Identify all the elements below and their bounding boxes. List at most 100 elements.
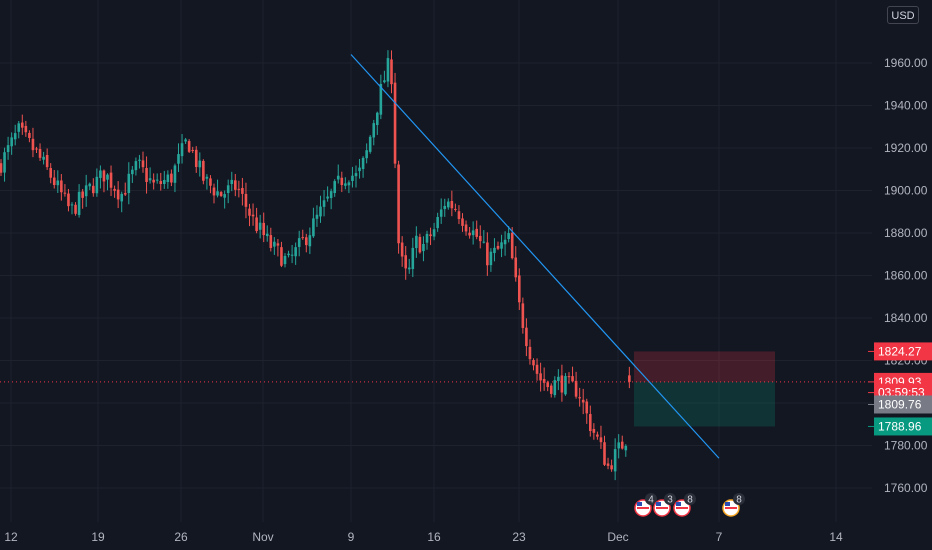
x-tick-label: Nov <box>252 530 273 544</box>
candle-up <box>198 152 202 177</box>
candle-up <box>411 237 415 278</box>
event-badge[interactable]: 8 <box>722 493 745 517</box>
candle-down <box>525 318 528 357</box>
candle-up <box>287 250 290 258</box>
price-tag-label: 1788.96 <box>878 419 922 433</box>
price-tag-label: 1824.27 <box>878 344 922 358</box>
candle-down <box>400 236 404 267</box>
candle-up <box>205 174 209 190</box>
event-count-bubble <box>664 493 676 505</box>
currency-button[interactable]: USD <box>887 6 919 24</box>
y-tick-label: 1860.00 <box>884 269 928 283</box>
candle-up <box>148 167 152 184</box>
x-tick-label: 16 <box>427 530 441 544</box>
candle-down <box>496 241 500 251</box>
economic-events[interactable]: 4 3 8 8 <box>634 493 745 517</box>
candle-down <box>0 159 3 177</box>
candle-up <box>312 207 315 238</box>
candle-up <box>177 143 180 173</box>
candle-up <box>436 212 439 232</box>
candle-up <box>319 195 322 223</box>
candle-down <box>248 203 251 227</box>
y-tick-label: 1880.00 <box>884 226 928 240</box>
y-tick-label: 1900.00 <box>884 184 928 198</box>
candle-down <box>397 160 400 254</box>
candle-down <box>24 120 28 137</box>
candle-down <box>194 146 198 173</box>
candles <box>0 50 631 481</box>
candle-down <box>592 423 596 440</box>
candle-up <box>344 177 347 190</box>
event-badge[interactable]: 3 <box>653 493 676 517</box>
event-count-bubble <box>733 493 745 505</box>
candle-up <box>315 205 319 227</box>
event-badge[interactable]: 4 <box>634 493 657 517</box>
candle-down <box>521 297 525 334</box>
flag-canton <box>637 502 642 506</box>
event-count-bubble <box>645 493 657 505</box>
candle-down <box>102 169 106 193</box>
candle-up <box>88 182 92 190</box>
candle-up <box>42 151 45 165</box>
x-axis[interactable]: 12 19 26 Nov 9 16 23 Dec 7 14 <box>4 530 843 544</box>
candle-down <box>599 425 603 449</box>
candle-down <box>301 229 305 240</box>
price-tag: 1809.76 <box>868 395 932 414</box>
candle-up <box>166 170 170 189</box>
candle-down <box>628 366 631 389</box>
candle-down <box>28 130 31 143</box>
candle-down <box>567 372 571 384</box>
take-profit-zone[interactable] <box>634 381 775 427</box>
candle-down <box>31 127 35 158</box>
candle-up <box>131 166 134 183</box>
candle-down <box>603 435 606 467</box>
candle-down <box>429 227 432 246</box>
candle-down <box>510 227 514 260</box>
candle-down <box>514 246 518 282</box>
candle-up <box>13 124 17 146</box>
candle-up <box>432 222 436 241</box>
candle-up <box>294 242 297 265</box>
candle-down <box>532 358 535 371</box>
candle-down <box>219 190 223 198</box>
x-tick-label: 23 <box>512 530 526 544</box>
flag-canton <box>656 502 661 506</box>
candle-down <box>581 388 585 415</box>
candle-up <box>482 230 486 244</box>
candle-down <box>461 213 464 232</box>
candle-down <box>109 165 113 197</box>
candle-up <box>138 154 141 169</box>
x-tick-label: Dec <box>607 530 628 544</box>
candle-down <box>585 398 589 424</box>
y-tick-label: 1920.00 <box>884 141 928 155</box>
candle-up <box>106 173 109 191</box>
candle-up <box>471 221 475 245</box>
candle-up <box>379 74 383 120</box>
flag-stripe <box>656 507 668 509</box>
candle-up <box>336 164 340 184</box>
stop-loss-zone[interactable] <box>634 351 775 382</box>
candle-down <box>393 72 397 169</box>
trendline[interactable] <box>350 54 720 459</box>
x-tick-label: 7 <box>716 530 723 544</box>
candle-down <box>52 169 56 189</box>
event-count: 3 <box>667 495 673 506</box>
candle-up <box>564 373 567 396</box>
candle-down <box>159 172 163 191</box>
candle-up <box>333 179 336 197</box>
candle-down <box>244 182 248 219</box>
candle-up <box>84 174 88 207</box>
candle-up <box>3 147 6 182</box>
candle-up <box>56 170 60 193</box>
candle-up <box>184 137 187 145</box>
candle-up <box>173 163 177 193</box>
candle-up <box>493 238 496 262</box>
candle-down <box>269 227 273 252</box>
event-badge[interactable]: 8 <box>673 493 696 517</box>
candle-up <box>553 376 557 398</box>
candle-up <box>10 132 13 155</box>
candle-down <box>454 203 457 212</box>
candle-up <box>368 135 372 154</box>
candle-down <box>45 148 49 170</box>
